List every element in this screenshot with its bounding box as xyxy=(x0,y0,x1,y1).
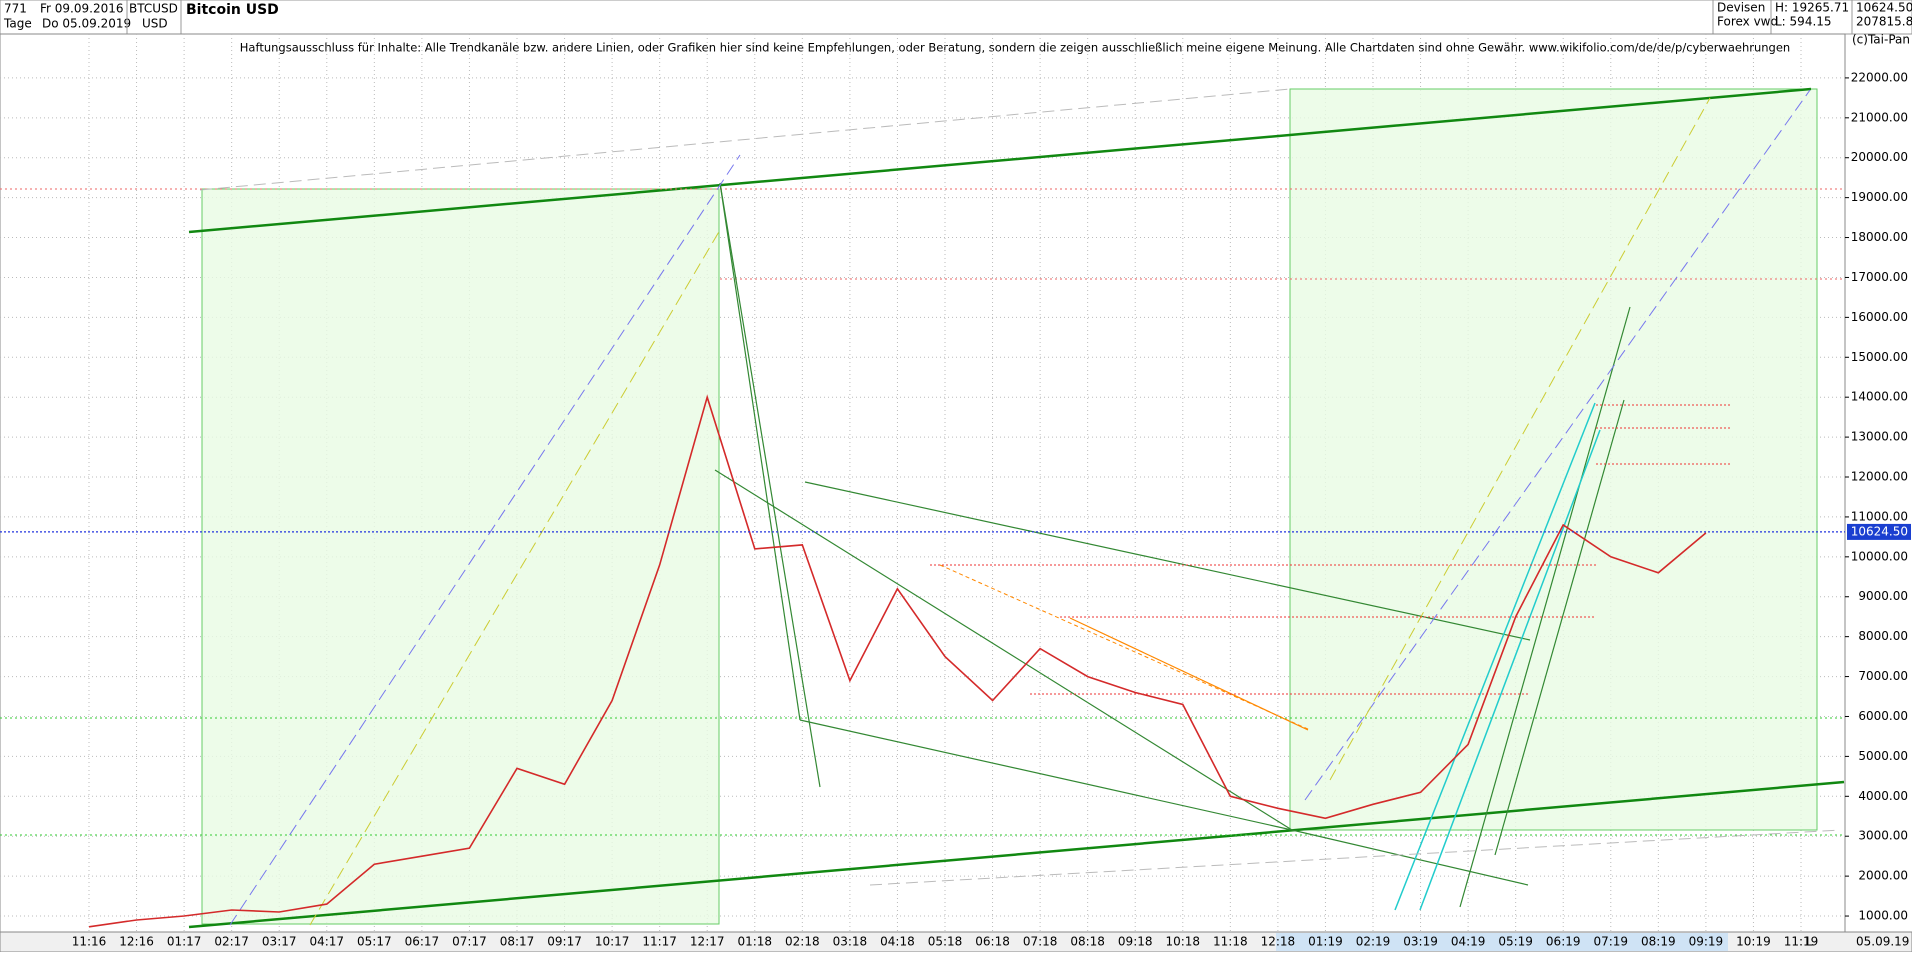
x-axis: 11:16 12:16 01:17 02:17 03:17 04:17 05:17 06:17… xyxy=(72,935,1819,949)
y-tick-label: 1000.00 xyxy=(1858,909,1908,923)
x-tick-label: 03:18 xyxy=(833,935,868,949)
copyright: (c)Tai-Pan xyxy=(1852,33,1910,47)
x-tick-label: 11:16 xyxy=(72,935,107,949)
x-tick-label: 10:17 xyxy=(595,935,630,949)
low: L: 594.15 xyxy=(1775,15,1832,29)
feed: Forex vwd xyxy=(1717,15,1778,29)
high: H: 19265.71 xyxy=(1775,1,1849,15)
x-tick-label: 08:19 xyxy=(1641,935,1676,949)
y-tick-label: 18000.00 xyxy=(1851,230,1908,244)
y-tick-label: 9000.00 xyxy=(1858,589,1908,603)
last: 10624.50 xyxy=(1856,1,1912,15)
x-tick-label: 05:18 xyxy=(928,935,963,949)
x-tick-label: 04:19 xyxy=(1451,935,1486,949)
x-tick-label: 06:18 xyxy=(975,935,1010,949)
y-tick-label: 22000.00 xyxy=(1851,70,1908,84)
disclaimer: Haftungsausschluss für Inhalte: Alle Tre… xyxy=(240,41,1790,55)
trendlines xyxy=(0,87,1845,929)
x-tick-label: 03:19 xyxy=(1403,935,1438,949)
x-tick-label: 11:18 xyxy=(1213,935,1248,949)
x-tick-label: 08:18 xyxy=(1070,935,1105,949)
x-tick-label: 02:18 xyxy=(785,935,820,949)
x-tick-label: 06:17 xyxy=(405,935,440,949)
y-tick-label: 4000.00 xyxy=(1858,789,1908,803)
x-tick-label: 01:18 xyxy=(737,935,772,949)
x-tick-label: 08:17 xyxy=(500,935,535,949)
y-tick-label: 15000.00 xyxy=(1851,350,1908,364)
y-tick-label: 8000.00 xyxy=(1858,629,1908,643)
current-price-box xyxy=(1847,523,1911,540)
header-bar xyxy=(0,0,1912,35)
y-tick-label: 17000.00 xyxy=(1851,270,1908,284)
x-tick-label: 11:17 xyxy=(642,935,677,949)
source: Devisen xyxy=(1717,1,1765,15)
zone xyxy=(1289,88,1818,831)
x-axis-highlight xyxy=(1276,933,1728,951)
x-tick-label: 12:16 xyxy=(119,935,154,949)
start-date: Fr 09.09.2016 xyxy=(40,2,123,16)
x-tick-label: 12:17 xyxy=(690,935,725,949)
x-tick-label: 06:19 xyxy=(1546,935,1581,949)
x-tick-label: 05:19 xyxy=(1498,935,1533,949)
x-tick-label: 05:17 xyxy=(357,935,392,949)
x-tick-label: 07:19 xyxy=(1593,935,1628,949)
y-tick-label: 6000.00 xyxy=(1858,709,1908,723)
date-end: 05.09.19 xyxy=(1856,935,1909,949)
x-tick-label: 07:18 xyxy=(1023,935,1058,949)
y-tick-label: 11000.00 xyxy=(1851,509,1908,523)
x-tick-label: 01:19 xyxy=(1308,935,1343,949)
end-date: Do 05.09.2019 xyxy=(42,17,131,31)
y-tick-label: 20000.00 xyxy=(1851,150,1908,164)
y-tick-label: 5000.00 xyxy=(1858,749,1908,763)
period: 771 xyxy=(4,2,27,16)
x-tick-label: 09:17 xyxy=(547,935,582,949)
y-tick-label: 2000.00 xyxy=(1858,869,1908,883)
x-tick-label: 04:17 xyxy=(309,935,344,949)
y-tick-label: 12000.00 xyxy=(1851,470,1908,484)
scale-mode: L xyxy=(1806,935,1813,949)
current-price-label: 10624.50 xyxy=(1851,524,1908,538)
x-tick-label: 10:18 xyxy=(1165,935,1200,949)
x-tick-label: 10:19 xyxy=(1736,935,1771,949)
x-tick-label: 02:19 xyxy=(1356,935,1391,949)
interval: Tage xyxy=(3,17,32,31)
x-tick-label: 03:17 xyxy=(262,935,297,949)
x-tick-label: 01:17 xyxy=(167,935,202,949)
chart-title: Bitcoin USD xyxy=(186,2,279,18)
price-line xyxy=(88,394,1707,928)
volume: 207815.8/ xyxy=(1856,15,1912,29)
y-tick-label: 10000.00 xyxy=(1851,549,1908,563)
y-tick-label: 7000.00 xyxy=(1858,669,1908,683)
x-tick-label: 09:18 xyxy=(1118,935,1153,949)
x-tick-label: 04:18 xyxy=(880,935,915,949)
y-tick-label: 3000.00 xyxy=(1858,829,1908,843)
x-tick-label: 11:19 xyxy=(1784,935,1819,949)
y-tick-label: 19000.00 xyxy=(1851,190,1908,204)
x-tick-label: 02:17 xyxy=(214,935,249,949)
x-tick-label: 09:19 xyxy=(1689,935,1724,949)
zone xyxy=(201,188,720,925)
series xyxy=(88,394,1707,928)
currency: USD xyxy=(142,17,168,31)
y-tick-label: 13000.00 xyxy=(1851,430,1908,444)
x-tick-label: 12:18 xyxy=(1261,935,1296,949)
symbol: BTCUSD xyxy=(129,2,178,16)
y-tick-label: 14000.00 xyxy=(1851,390,1908,404)
y-tick-label: 21000.00 xyxy=(1851,110,1908,124)
x-tick-label: 07:17 xyxy=(452,935,487,949)
y-tick-label: 16000.00 xyxy=(1851,310,1908,324)
